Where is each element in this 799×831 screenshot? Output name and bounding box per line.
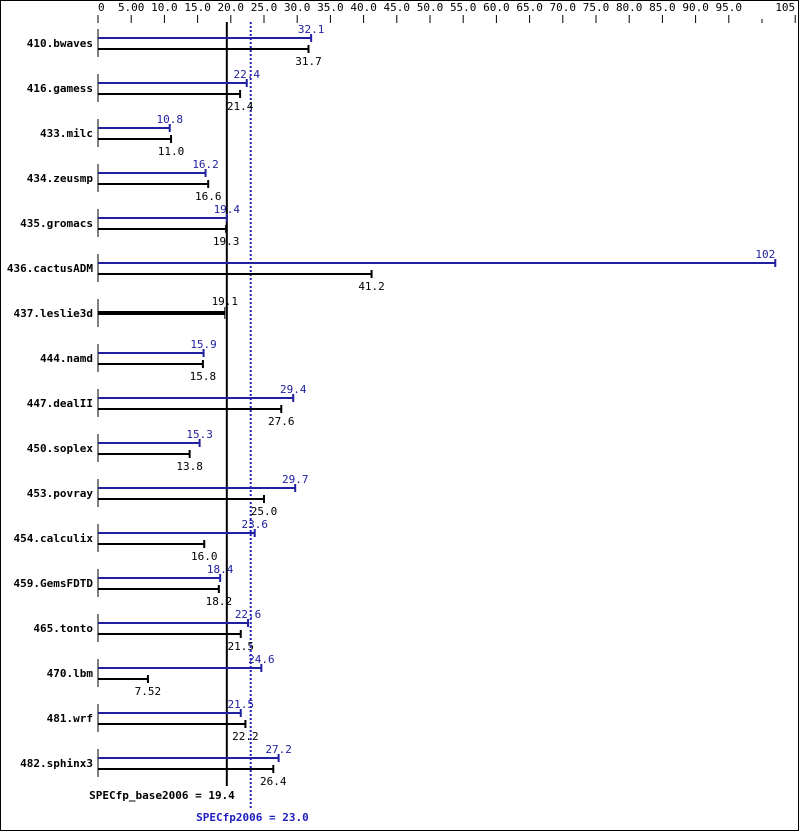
tick-label: 80.0 bbox=[616, 1, 643, 14]
benchmark-row: 437.leslie3d 19.1 bbox=[14, 295, 239, 327]
benchmark-label: 447.dealII bbox=[27, 397, 93, 410]
benchmark-row: 465.tonto 22.6 21.5 bbox=[33, 608, 261, 653]
base-value-label: 22.2 bbox=[232, 730, 259, 743]
tick-label: 55.0 bbox=[450, 1, 477, 14]
base-value-label: 19.3 bbox=[213, 235, 240, 248]
benchmark-label: 465.tonto bbox=[33, 622, 93, 635]
tick-label: 35.0 bbox=[317, 1, 344, 14]
peak-value-label: 10.8 bbox=[156, 113, 183, 126]
base-value-label: 18.2 bbox=[206, 595, 233, 608]
benchmark-row: 453.povray 29.7 25.0 bbox=[27, 473, 309, 518]
tick-label: 85.0 bbox=[649, 1, 676, 14]
benchmark-row: 470.lbm 24.6 7.52 bbox=[47, 653, 275, 698]
base-value-label: 21.4 bbox=[227, 100, 254, 113]
base-value-label: 15.8 bbox=[190, 370, 217, 383]
base-value-label: 21.5 bbox=[228, 640, 255, 653]
peak-value-label: 32.1 bbox=[298, 23, 325, 36]
tick-label: 15.0 bbox=[184, 1, 211, 14]
peak-value-label: 102 bbox=[755, 248, 775, 261]
base-value-label: 26.4 bbox=[260, 775, 287, 788]
peak-value-label: 29.7 bbox=[282, 473, 309, 486]
peak-value-label: 22.4 bbox=[233, 68, 260, 81]
tick-label: 20.0 bbox=[218, 1, 245, 14]
tick-label: 25.0 bbox=[251, 1, 278, 14]
base-value-label: 25.0 bbox=[251, 505, 278, 518]
tick-label: 10.0 bbox=[151, 1, 178, 14]
benchmark-row: 482.sphinx3 27.2 26.4 bbox=[20, 743, 292, 788]
benchmark-row: 410.bwaves 32.1 31.7 bbox=[27, 23, 325, 68]
base-value-label: 11.0 bbox=[158, 145, 185, 158]
peak-value-label: 21.5 bbox=[228, 698, 255, 711]
tick-label: 5.00 bbox=[118, 1, 145, 14]
peak-value-label: 15.9 bbox=[190, 338, 217, 351]
base-value-label: 27.6 bbox=[268, 415, 295, 428]
tick-label: 65.0 bbox=[516, 1, 543, 14]
base-value-label: 31.7 bbox=[295, 55, 322, 68]
peak-reference-label: SPECfp2006 = 23.0 bbox=[196, 811, 309, 824]
benchmark-label: 437.leslie3d bbox=[14, 307, 93, 320]
benchmark-label: 454.calculix bbox=[14, 532, 94, 545]
benchmark-label: 453.povray bbox=[27, 487, 94, 500]
benchmark-row: 433.milc 10.8 11.0 bbox=[40, 113, 184, 158]
benchmark-row: 416.gamess 22.4 21.4 bbox=[27, 68, 261, 113]
benchmark-row: 436.cactusADM 102 41.2 bbox=[7, 248, 777, 293]
benchmark-label: 470.lbm bbox=[47, 667, 94, 680]
tick-label: 45.0 bbox=[384, 1, 411, 14]
base-value-label: 19.1 bbox=[212, 295, 239, 308]
benchmark-row: 435.gromacs 19.4 19.3 bbox=[20, 203, 240, 248]
base-value-label: 16.6 bbox=[195, 190, 222, 203]
benchmark-label: 444.namd bbox=[40, 352, 93, 365]
base-value-label: 7.52 bbox=[135, 685, 162, 698]
peak-value-label: 16.2 bbox=[192, 158, 219, 171]
benchmark-row: 454.calculix 23.6 16.0 bbox=[14, 518, 268, 563]
peak-value-label: 15.3 bbox=[186, 428, 213, 441]
benchmark-label: 433.milc bbox=[40, 127, 93, 140]
tick-label: 40.0 bbox=[350, 1, 377, 14]
tick-label: 0 bbox=[98, 1, 105, 14]
benchmark-label: 482.sphinx3 bbox=[20, 757, 93, 770]
peak-value-label: 27.2 bbox=[265, 743, 292, 756]
peak-value-label: 22.6 bbox=[235, 608, 262, 621]
tick-label: 50.0 bbox=[417, 1, 444, 14]
benchmark-row: 481.wrf 21.5 22.2 bbox=[47, 698, 259, 743]
benchmark-row: 447.dealII 29.4 27.6 bbox=[27, 383, 307, 428]
peak-value-label: 24.6 bbox=[248, 653, 275, 666]
benchmark-row: 459.GemsFDTD 18.4 18.2 bbox=[14, 563, 234, 608]
benchmark-label: 459.GemsFDTD bbox=[14, 577, 94, 590]
peak-value-label: 19.4 bbox=[214, 203, 241, 216]
benchmark-label: 410.bwaves bbox=[27, 37, 93, 50]
peak-value-label: 18.4 bbox=[207, 563, 234, 576]
benchmark-label: 435.gromacs bbox=[20, 217, 93, 230]
tick-label: 30.0 bbox=[284, 1, 311, 14]
benchmark-row: 434.zeusmp 16.2 16.6 bbox=[27, 158, 222, 203]
benchmark-row: 444.namd 15.9 15.8 bbox=[40, 338, 217, 383]
peak-value-label: 23.6 bbox=[241, 518, 268, 531]
base-value-label: 13.8 bbox=[176, 460, 203, 473]
tick-label: 75.0 bbox=[583, 1, 610, 14]
tick-label: 70.0 bbox=[550, 1, 577, 14]
tick-label: 60.0 bbox=[483, 1, 510, 14]
benchmark-label: 436.cactusADM bbox=[7, 262, 93, 275]
peak-value-label: 29.4 bbox=[280, 383, 307, 396]
tick-label: 105 bbox=[775, 1, 795, 14]
tick-label: 90.0 bbox=[682, 1, 709, 14]
tick-label: 95.0 bbox=[716, 1, 743, 14]
benchmark-row: 450.soplex 15.3 13.8 bbox=[27, 428, 213, 473]
benchmark-label: 481.wrf bbox=[47, 712, 93, 725]
benchmark-label: 434.zeusmp bbox=[27, 172, 94, 185]
base-value-label: 41.2 bbox=[358, 280, 385, 293]
base-reference-label: SPECfp_base2006 = 19.4 bbox=[89, 789, 235, 802]
benchmark-label: 450.soplex bbox=[27, 442, 94, 455]
base-value-label: 16.0 bbox=[191, 550, 218, 563]
benchmark-label: 416.gamess bbox=[27, 82, 93, 95]
